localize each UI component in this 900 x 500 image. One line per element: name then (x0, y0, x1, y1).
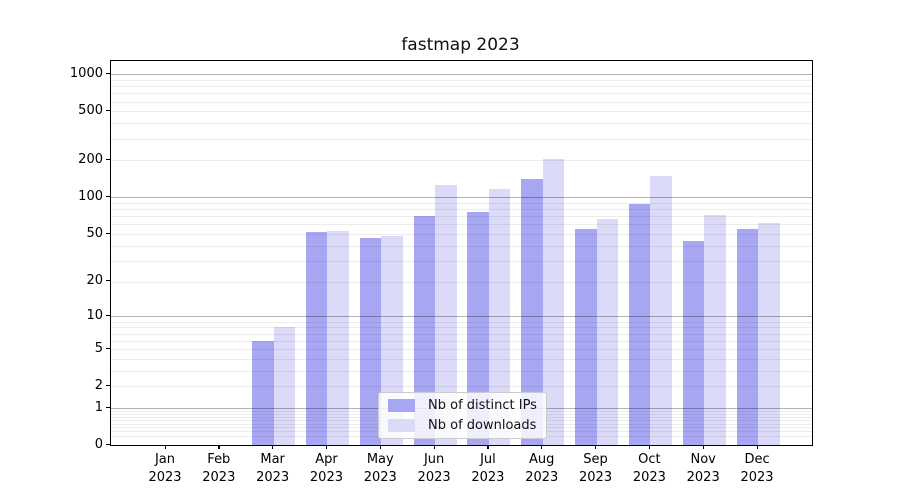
x-tick-mark (702, 445, 704, 449)
bar (327, 231, 349, 445)
y-tick-mark (106, 314, 110, 317)
bar (575, 229, 597, 445)
y-tick-mark (106, 72, 110, 74)
y-tick-mark (106, 347, 110, 349)
bar (628, 204, 651, 445)
x-tick-mark (487, 445, 489, 449)
x-tick-label: Mar 2023 (256, 452, 290, 485)
y-tick-label: 100 (78, 188, 103, 204)
legend: Nb of distinct IPs Nb of downloads (378, 392, 547, 439)
bar (252, 340, 274, 445)
y-tick-mark (106, 443, 110, 445)
x-tick-mark (756, 445, 758, 449)
bar (467, 211, 489, 445)
bar (521, 178, 543, 445)
y-gridline (111, 79, 812, 81)
x-tick-mark (218, 445, 220, 449)
x-tick-label: Nov 2023 (686, 452, 720, 485)
legend-item-distinct-ips: Nb of distinct IPs (379, 398, 546, 414)
y-gridline (111, 160, 812, 162)
x-tick-mark (433, 445, 435, 449)
bar (273, 327, 296, 445)
x-tick-label: Jan 2023 (148, 452, 182, 485)
bar (413, 216, 436, 445)
y-gridline (111, 138, 812, 140)
bar (736, 229, 759, 445)
x-tick-label: Sep 2023 (579, 452, 613, 485)
y-tick-mark (106, 195, 110, 198)
legend-item-downloads: Nb of downloads (379, 418, 546, 434)
bar (305, 232, 328, 445)
y-tick-label: 20 (86, 273, 103, 289)
x-tick-mark (164, 445, 166, 449)
x-tick-label: Oct 2023 (632, 452, 666, 485)
y-gridline (111, 202, 812, 204)
y-tick-mark (106, 406, 110, 408)
x-tick-mark (595, 445, 597, 449)
bar (488, 188, 511, 445)
x-tick-mark (272, 445, 274, 449)
legend-label-downloads: Nb of downloads (428, 417, 537, 433)
x-tick-mark (325, 445, 328, 449)
bar (704, 214, 726, 445)
bar (542, 159, 565, 445)
y-tick-label: 50 (86, 225, 103, 241)
x-tick-label: Dec 2023 (740, 452, 774, 485)
y-gridline (111, 74, 812, 76)
x-tick-label: Jul 2023 (471, 452, 505, 485)
bar (359, 238, 382, 445)
y-tick-mark (106, 280, 110, 282)
y-tick-mark (106, 158, 110, 161)
y-gridline (111, 123, 812, 125)
y-gridline (111, 93, 812, 95)
y-tick-mark (106, 232, 110, 234)
bar (650, 175, 672, 445)
y-tick-label: 5 (94, 340, 103, 356)
y-gridline (111, 86, 812, 88)
y-gridline (111, 101, 812, 103)
bar (758, 222, 780, 445)
x-tick-label: Apr 2023 (309, 452, 343, 485)
y-tick-mark (106, 384, 110, 386)
bar (596, 218, 619, 445)
y-tick-label: 1000 (69, 65, 103, 81)
y-tick-label: 0 (94, 436, 103, 452)
y-tick-label: 200 (78, 151, 103, 167)
y-gridline (111, 111, 812, 113)
x-tick-label: Feb 2023 (202, 452, 236, 485)
x-tick-label: Jun 2023 (417, 452, 451, 485)
legend-swatch-distinct-ips (388, 399, 415, 412)
x-tick-mark (541, 445, 543, 449)
y-tick-label: 10 (86, 307, 103, 323)
x-tick-mark (648, 445, 651, 449)
legend-swatch-downloads (388, 419, 415, 432)
y-tick-mark (106, 109, 110, 112)
x-tick-label: Aug 2023 (525, 452, 559, 485)
bar (435, 185, 457, 445)
legend-label-distinct-ips: Nb of distinct IPs (428, 397, 537, 413)
x-tick-label: May 2023 (363, 452, 397, 485)
x-tick-mark (379, 445, 381, 449)
y-tick-label: 1 (94, 399, 103, 415)
y-gridline (111, 209, 812, 211)
y-tick-label: 500 (78, 102, 103, 118)
chart-title: fastmap 2023 (401, 35, 520, 55)
y-gridline (111, 197, 812, 199)
y-tick-label: 2 (94, 377, 103, 393)
bar (682, 240, 705, 445)
plot-area (110, 60, 813, 446)
